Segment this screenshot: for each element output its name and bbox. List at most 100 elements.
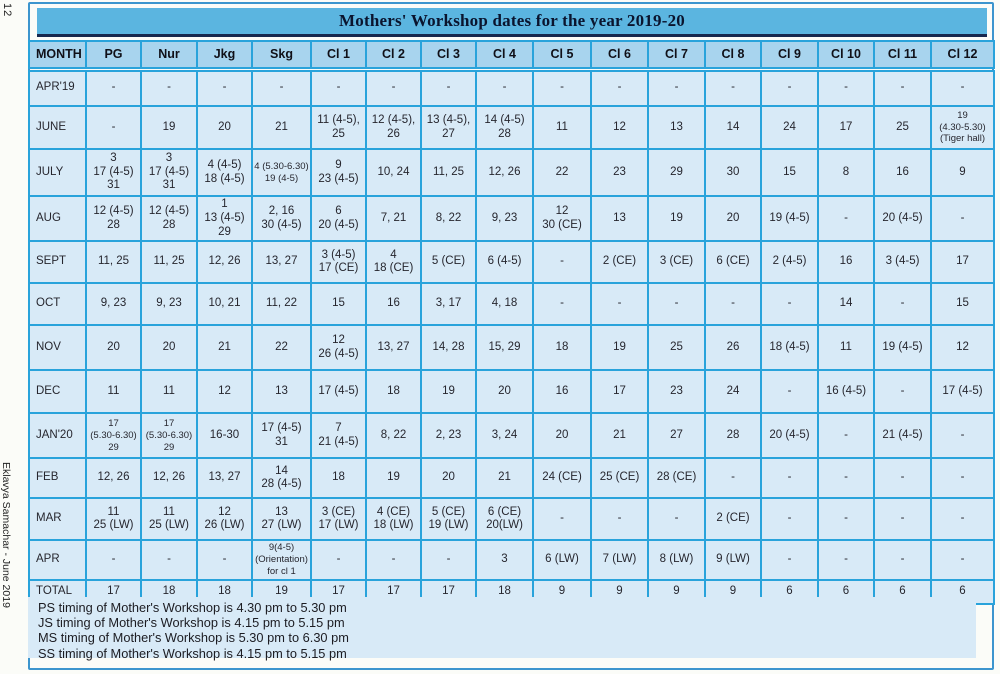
workshop-dates-table: MONTH PG Nur Jkg Skg Cl 1 Cl 2 Cl 3 Cl 4 Cl 5 Cl 6… <box>28 40 995 606</box>
column-header-cl-11: Cl 11 <box>873 40 932 72</box>
date-cell: 12 <box>590 105 649 150</box>
date-cell: 18 <box>532 324 592 372</box>
date-cell: - <box>590 68 649 107</box>
date-cell: 11 <box>85 369 142 415</box>
date-cell: 24 <box>704 369 762 415</box>
date-cell: - <box>251 68 312 107</box>
date-cell: 8, 22 <box>365 412 422 460</box>
column-header-cl-4: Cl 4 <box>475 40 534 72</box>
date-cell: 9 <box>930 148 995 197</box>
date-cell: 6 (4-5) <box>475 240 534 285</box>
column-header-jkg: Jkg <box>196 40 253 72</box>
date-cell: 20 <box>475 369 534 415</box>
date-cell: 18 <box>310 457 367 500</box>
date-cell: 10, 24 <box>365 148 422 197</box>
timing-note: JS timing of Mother's Workshop is 4.15 p… <box>38 615 345 631</box>
date-cell: 11, 25 <box>140 240 198 285</box>
date-cell: 11 <box>140 369 198 415</box>
table-row: JULY 3 17 (4-5) 31 3 17 (4-5) 31 4 (4-5) 18… <box>28 148 995 197</box>
date-cell: - <box>532 240 592 285</box>
date-cell: 5 (CE) <box>420 240 477 285</box>
date-cell: 12, 26 <box>85 457 142 500</box>
date-cell: 4 (4-5) 18 (4-5) <box>196 148 253 197</box>
month-label: NOV <box>28 324 87 372</box>
date-cell: 13 <box>590 194 649 243</box>
date-cell: 5 (CE) 19 (LW) <box>420 497 477 542</box>
date-cell: 2 (4-5) <box>760 240 819 285</box>
column-header-cl-6: Cl 6 <box>590 40 649 72</box>
date-cell: 15 <box>760 148 819 197</box>
month-label: OCT <box>28 282 87 327</box>
date-cell: 6 20 (4-5) <box>310 194 367 243</box>
date-cell: - <box>85 105 142 150</box>
date-cell: - <box>532 282 592 327</box>
date-cell: - <box>140 539 198 582</box>
date-cell: - <box>760 457 819 500</box>
table-header-row: MONTH PG Nur Jkg Skg Cl 1 Cl 2 Cl 3 Cl 4 Cl 5 Cl 6… <box>28 40 995 72</box>
date-cell: - <box>196 68 253 107</box>
date-cell: 8, 22 <box>420 194 477 243</box>
date-cell: 9(4-5) (Orientation) for cl 1 <box>251 539 312 582</box>
date-cell: 19 <box>420 369 477 415</box>
date-cell: 14 <box>817 282 875 327</box>
date-cell: - <box>930 457 995 500</box>
date-cell: 30 <box>704 148 762 197</box>
date-cell: 17 (5.30-6.30) 29 <box>140 412 198 460</box>
date-cell: - <box>420 539 477 582</box>
date-cell: - <box>590 497 649 542</box>
date-cell: - <box>532 497 592 542</box>
date-cell: 21 (4-5) <box>873 412 932 460</box>
date-cell: 4 (CE) 18 (LW) <box>365 497 422 542</box>
date-cell: 11, 22 <box>251 282 312 327</box>
column-header-cl-3: Cl 3 <box>420 40 477 72</box>
date-cell: 13 (4-5), 27 <box>420 105 477 150</box>
date-cell: 19 (4-5) <box>873 324 932 372</box>
date-cell: - <box>873 497 932 542</box>
date-cell: - <box>704 457 762 500</box>
date-cell: 28 (CE) <box>647 457 706 500</box>
date-cell: - <box>590 282 649 327</box>
date-cell: 12 <box>196 369 253 415</box>
date-cell: 15 <box>930 282 995 327</box>
date-cell: 3, 24 <box>475 412 534 460</box>
date-cell: 12 <box>930 324 995 372</box>
month-label: JUNE <box>28 105 87 150</box>
date-cell: - <box>873 282 932 327</box>
page-number: 12 <box>1 3 13 18</box>
date-cell: 19 (4-5) <box>760 194 819 243</box>
column-header-pg: PG <box>85 40 142 72</box>
table-row: FEB 12, 26 12, 26 13, 27 14 28 (4-5) 18 19 20 21… <box>28 457 995 500</box>
date-cell: 2, 23 <box>420 412 477 460</box>
date-cell: 19 <box>140 105 198 150</box>
column-header-skg: Skg <box>251 40 312 72</box>
month-label: JAN'20 <box>28 412 87 460</box>
date-cell: 20 <box>420 457 477 500</box>
date-cell: 21 <box>251 105 312 150</box>
table-row: OCT 9, 23 9, 23 10, 21 11, 22 15 16 3, 17 4, 18-… <box>28 282 995 327</box>
month-label: DEC <box>28 369 87 415</box>
month-label: JULY <box>28 148 87 197</box>
table-row: JAN'20 17 (5.30-6.30) 29 17 (5.30-6.30) 29… <box>28 412 995 460</box>
date-cell: 17 <box>930 240 995 285</box>
date-cell: 3, 17 <box>420 282 477 327</box>
date-cell: 20 <box>704 194 762 243</box>
date-cell: 3 (4-5) 17 (CE) <box>310 240 367 285</box>
date-cell: 6 (CE) 20(LW) <box>475 497 534 542</box>
date-cell: - <box>475 68 534 107</box>
date-cell: 9, 23 <box>475 194 534 243</box>
date-cell: 9 23 (4-5) <box>310 148 367 197</box>
page-title: Mothers' Workshop dates for the year 201… <box>339 11 685 30</box>
date-cell: 7 21 (4-5) <box>310 412 367 460</box>
timing-note: PS timing of Mother's Workshop is 4.30 p… <box>38 600 347 615</box>
date-cell: 4 18 (CE) <box>365 240 422 285</box>
column-header-cl-2: Cl 2 <box>365 40 422 72</box>
date-cell: - <box>930 539 995 582</box>
date-cell: 12 30 (CE) <box>532 194 592 243</box>
date-cell: 27 <box>647 412 706 460</box>
date-cell: - <box>873 369 932 415</box>
date-cell: 16 <box>365 282 422 327</box>
date-cell: 26 <box>704 324 762 372</box>
date-cell: 2 (CE) <box>704 497 762 542</box>
date-cell: 21 <box>475 457 534 500</box>
date-cell: 11, 25 <box>85 240 142 285</box>
